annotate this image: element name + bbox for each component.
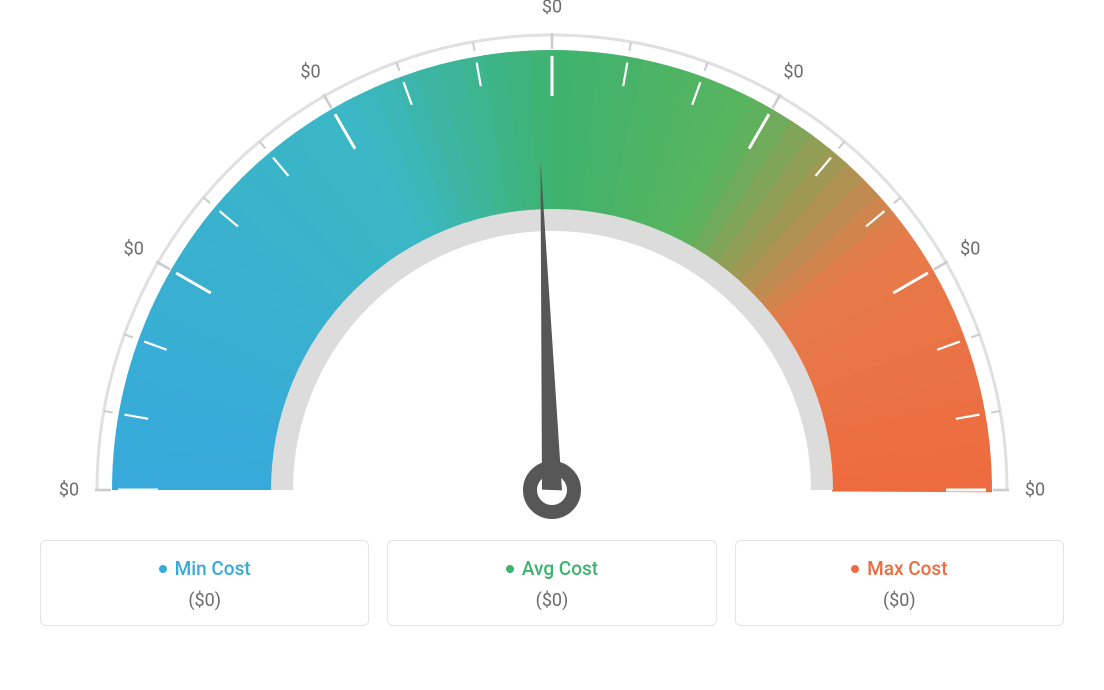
gauge-svg xyxy=(40,0,1064,540)
legend-value-max: ($0) xyxy=(748,590,1051,611)
gauge-tick-label: $0 xyxy=(59,480,79,501)
gauge-area: $0 $0 $0 $0 $0 $0 $0 xyxy=(40,0,1064,540)
gauge-tick-label: $0 xyxy=(124,238,144,259)
bullet-icon xyxy=(159,565,167,573)
legend-card-avg: Avg Cost ($0) xyxy=(387,540,716,626)
gauge-chart-container: $0 $0 $0 $0 $0 $0 $0 Min Cost ($0) Avg Cost ($… xyxy=(0,0,1104,690)
legend-card-min: Min Cost ($0) xyxy=(40,540,369,626)
legend-title-min: Min Cost xyxy=(159,557,251,580)
bullet-icon xyxy=(851,565,859,573)
gauge-tick-label: $0 xyxy=(300,61,320,82)
gauge-tick-label: $0 xyxy=(960,238,980,259)
gauge-tick-label: $0 xyxy=(1025,480,1045,501)
legend-value-avg: ($0) xyxy=(400,590,703,611)
gauge-tick-label: $0 xyxy=(783,61,803,82)
legend-value-min: ($0) xyxy=(53,590,356,611)
legend-card-max: Max Cost ($0) xyxy=(735,540,1064,626)
legend-title-text: Min Cost xyxy=(175,557,251,580)
legend-title-avg: Avg Cost xyxy=(506,557,598,580)
bullet-icon xyxy=(506,565,514,573)
legend-title-text: Avg Cost xyxy=(522,557,598,580)
legend-row: Min Cost ($0) Avg Cost ($0) Max Cost ($0… xyxy=(40,540,1064,626)
legend-title-max: Max Cost xyxy=(851,557,947,580)
legend-title-text: Max Cost xyxy=(867,557,947,580)
gauge-tick-label: $0 xyxy=(542,0,562,18)
